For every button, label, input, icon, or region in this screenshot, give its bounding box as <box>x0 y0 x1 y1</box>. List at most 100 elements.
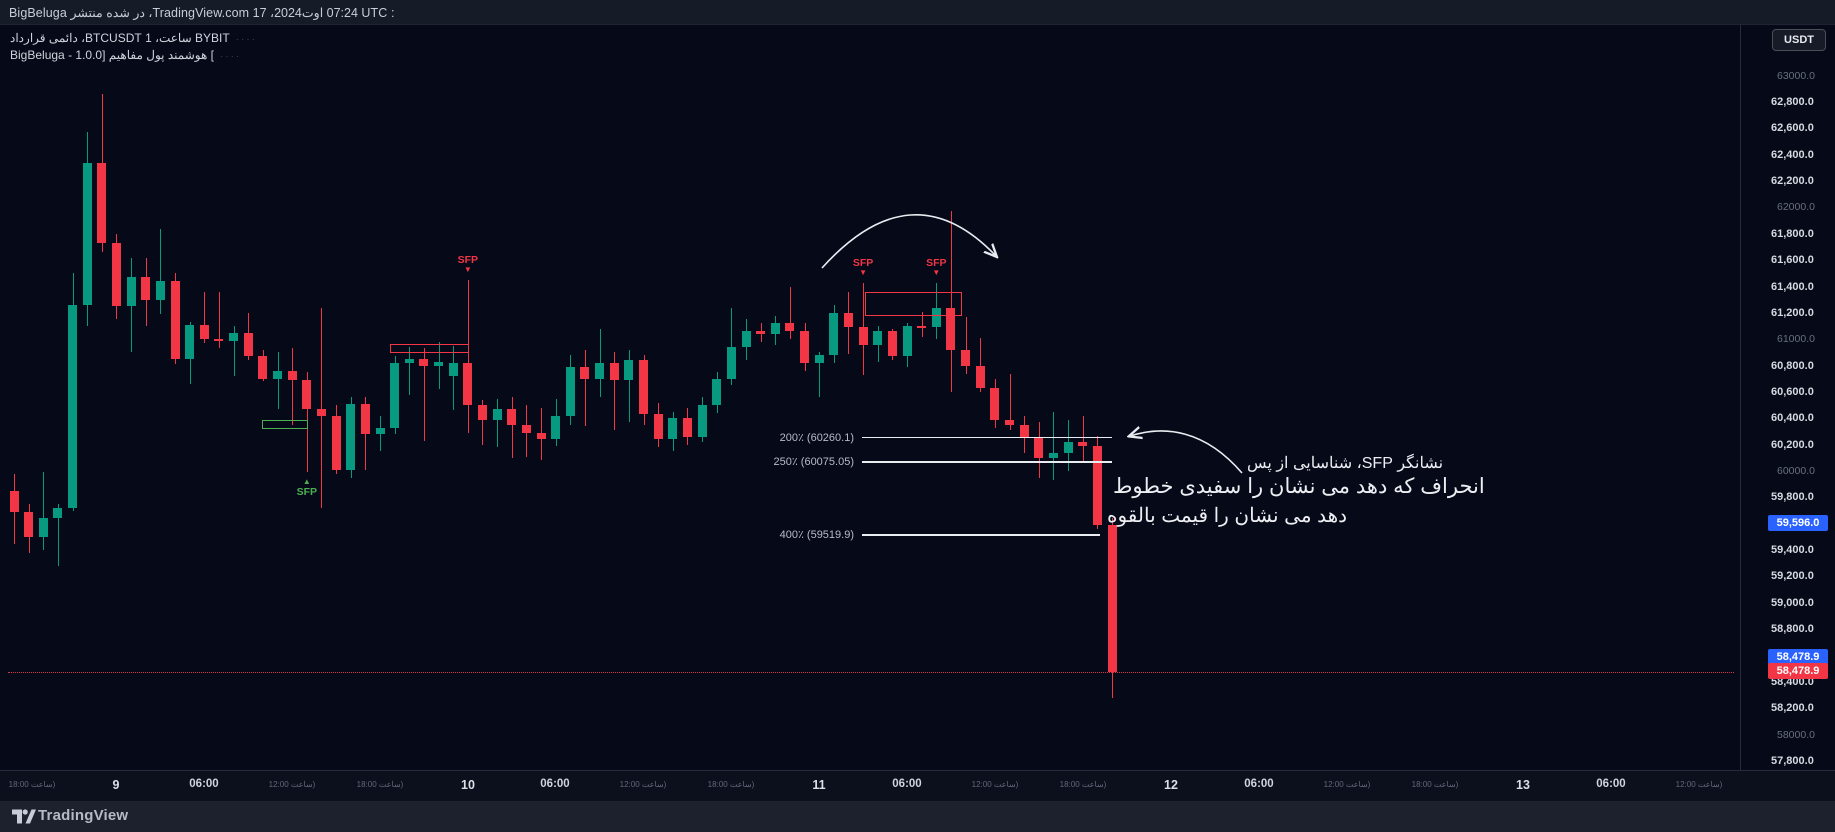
time-axis-label: 06:00 <box>1244 778 1274 790</box>
candle-wick <box>921 311 923 337</box>
time-axis-label: 9 <box>112 778 120 792</box>
triangle-down-icon: ▼ <box>859 267 868 277</box>
candle-body <box>404 359 414 363</box>
annotation-line-1: پس از شناسایی SFP، نشانگر <box>1247 455 1444 472</box>
candle-body <box>448 362 458 377</box>
deviation-level-line <box>862 436 1112 439</box>
candle-wick <box>1082 415 1084 464</box>
candle-body <box>68 304 78 508</box>
time-axis[interactable]: 18:00 (ساعت 9 06:00 12:00 (ساعت 18:00 (ساعت 1… <box>0 770 1835 801</box>
annotation-line-3: بالقوه قیمت را نشان می دهد <box>1107 505 1348 527</box>
tradingview-brand-text[interactable]: TradingView <box>38 807 129 824</box>
candle-body <box>668 418 678 440</box>
candle-wick <box>614 352 616 431</box>
price-axis-label: 61000.0 <box>1777 333 1815 346</box>
candle-wick <box>965 316 967 374</box>
candle-wick <box>511 397 513 458</box>
sfp-zone-box <box>865 292 962 316</box>
deviation-level-label: 200٪ (60260.1) <box>779 431 854 444</box>
candle-body <box>1019 424 1029 439</box>
chart-legend: قرارداد دائمی BTCUSDT، 1 ساعت، BYBIT ····… <box>10 31 257 62</box>
triangle-down-icon: ▼ <box>932 268 941 278</box>
time-axis-label: 06:00 <box>892 778 922 790</box>
pointer-arrow <box>1130 431 1243 474</box>
price-axis-label: 60,600.0 <box>1771 385 1814 398</box>
candle-body <box>316 409 326 416</box>
time-axis-label: 06:00 <box>189 778 219 790</box>
deviation-level-line <box>862 534 1100 536</box>
price-axis-label: 58,200.0 <box>1771 702 1814 715</box>
candle-wick <box>467 279 469 433</box>
published-info-text: BigBeluga منتشر شده در TradingView.com، … <box>9 6 395 20</box>
candle-body <box>82 162 92 305</box>
price-axis-label: 60,200.0 <box>1771 438 1814 451</box>
time-axis-label: 18:00 (ساعت <box>1059 780 1107 789</box>
triangle-up-icon: ▲ <box>302 477 311 487</box>
candle-wick <box>950 211 952 392</box>
symbol-title[interactable]: قرارداد دائمی BTCUSDT، 1 ساعت، BYBIT ···· <box>10 31 257 45</box>
time-axis-label: 18:00 (ساعت <box>1411 780 1459 789</box>
sfp-zone-box <box>390 344 469 353</box>
candle-body <box>536 432 546 440</box>
candle-body <box>390 362 400 428</box>
indicator-title[interactable]: BigBeluga - [1.0.0 مفاهیم پول هوشمند ] ··… <box>10 48 242 62</box>
time-axis-label: 10 <box>461 778 475 792</box>
candle-body <box>170 281 180 359</box>
candle-wick <box>160 228 162 315</box>
chart-canvas[interactable]: قرارداد دائمی BTCUSDT، 1 ساعت، BYBIT ····… <box>0 25 1740 770</box>
price-axis-label: 61,400.0 <box>1771 280 1814 293</box>
candle-wick <box>292 348 294 425</box>
currency-toggle-button[interactable]: USDT <box>1772 29 1826 51</box>
sfp-marker-down: SFP ▼ <box>843 257 883 277</box>
time-axis-label: 11 <box>812 778 826 792</box>
candle-wick <box>321 307 323 508</box>
price-axis-label: 59,800.0 <box>1771 491 1814 504</box>
candle-body <box>331 415 341 470</box>
candle-body <box>375 427 385 435</box>
candle-wick <box>497 398 499 448</box>
candle-body <box>463 362 473 406</box>
candle-body <box>990 388 1000 420</box>
candle-body <box>258 356 268 379</box>
candle-body <box>521 424 531 433</box>
candle-body <box>287 370 297 381</box>
tradingview-logo-icon[interactable] <box>12 808 36 825</box>
candle-body <box>126 277 136 307</box>
candle-wick <box>453 345 455 411</box>
candle-wick <box>819 352 821 398</box>
candle-body <box>800 331 810 363</box>
candle-body <box>53 507 63 519</box>
time-axis-label: 12:00 (ساعت <box>1675 780 1723 789</box>
price-axis-label: 58,800.0 <box>1771 623 1814 636</box>
candle-body <box>24 511 34 537</box>
price-axis-label: 62,800.0 <box>1771 96 1814 108</box>
sfp-marker-up: ▲ SFP <box>287 477 327 499</box>
price-axis-label: 61,800.0 <box>1771 227 1814 240</box>
legend-hidden-values: ···· <box>235 34 257 45</box>
candle-body <box>551 415 561 440</box>
price-axis[interactable]: USDT 63000.0 62,800.0 62,600.0 62,400.0 62,2… <box>1740 25 1835 770</box>
price-badge: 59,596.0 <box>1768 515 1828 531</box>
time-axis-label: 12:00 (ساعت <box>971 780 1019 789</box>
price-axis-label: 63000.0 <box>1777 69 1815 82</box>
candle-body <box>185 324 195 359</box>
candle-body <box>111 243 121 307</box>
price-axis-label: 62,600.0 <box>1771 122 1814 135</box>
candle-body <box>477 405 487 420</box>
candle-wick <box>423 348 425 441</box>
time-axis-label: 18:00 (ساعت <box>707 780 755 789</box>
legend-hidden-values: ···· <box>219 51 242 62</box>
deviation-level-label: 400٪ (59519.9) <box>779 529 854 542</box>
current-price-line <box>8 671 1734 673</box>
time-axis-label: 12 <box>1164 778 1178 792</box>
candle-body <box>1005 419 1015 425</box>
candle-body <box>565 366 575 416</box>
candle-body <box>302 380 312 410</box>
time-axis-label: 12:00 (ساعت <box>268 780 316 789</box>
candle-body <box>624 360 634 381</box>
candle-wick <box>731 307 733 386</box>
price-axis-label: 61,600.0 <box>1771 254 1814 267</box>
candle-wick <box>980 337 982 392</box>
candle-body <box>887 331 897 357</box>
